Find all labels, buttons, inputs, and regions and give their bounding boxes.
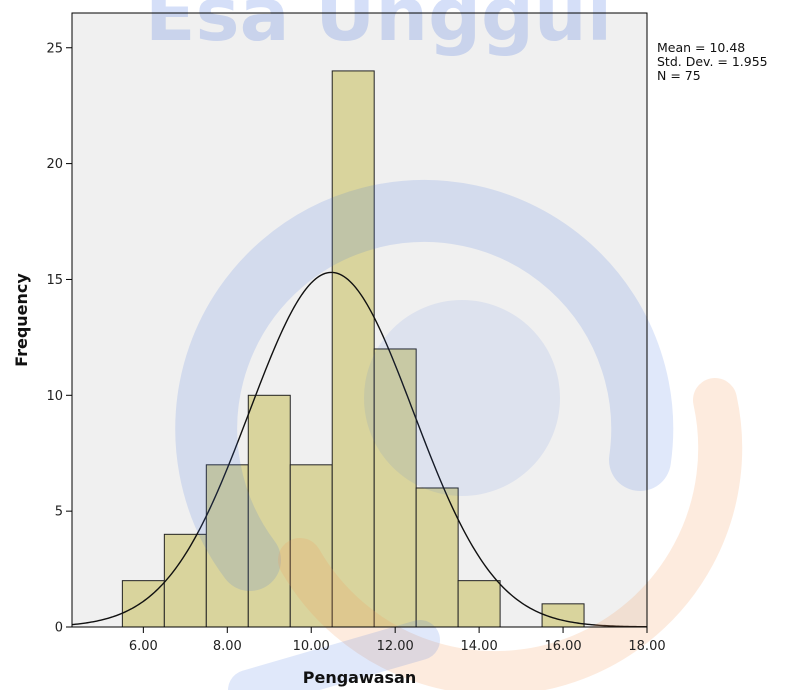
x-tick-label-2: 10.00	[293, 639, 330, 654]
y-tick-label-0: 0	[55, 621, 63, 636]
y-tick-label-2: 10	[46, 389, 63, 404]
y-tick-label-1: 5	[55, 505, 63, 520]
x-tick-label-4: 14.00	[461, 639, 498, 654]
plot-frame	[71, 12, 648, 628]
y-tick-label-4: 20	[46, 157, 63, 172]
watermark-center-disc	[364, 300, 560, 496]
watermark-ring-orange	[278, 378, 743, 690]
stats-line-2: N = 75	[657, 68, 701, 83]
histogram-bar-0	[121, 580, 165, 628]
stats-line-0: Mean = 10.48	[657, 40, 745, 55]
stats-line-1: Std. Dev. = 1.955	[657, 54, 768, 69]
y-tick-label-3: 15	[46, 273, 63, 288]
watermark-text: Esa Unggul	[145, 0, 612, 58]
y-tick-label-5: 25	[46, 41, 63, 56]
histogram-bar-7	[415, 487, 459, 628]
x-tick-label-6: 18.00	[628, 639, 665, 654]
x-tick-label-3: 12.00	[377, 639, 414, 654]
x-tick-label-1: 8.00	[213, 639, 242, 654]
histogram-bar-8	[457, 580, 501, 628]
histogram-bar-1	[163, 533, 207, 628]
normal-curve	[71, 271, 648, 628]
histogram-bar-6	[373, 348, 417, 628]
x-axis-title: Pengawasan	[303, 668, 417, 687]
histogram-bar-5	[331, 70, 375, 628]
y-axis-title: Frequency	[12, 273, 31, 367]
watermark-ring-tail	[228, 620, 440, 690]
x-tick-label-0: 6.00	[129, 639, 158, 654]
watermark-ring-blue	[175, 180, 674, 591]
x-tick-label-5: 16.00	[544, 639, 581, 654]
